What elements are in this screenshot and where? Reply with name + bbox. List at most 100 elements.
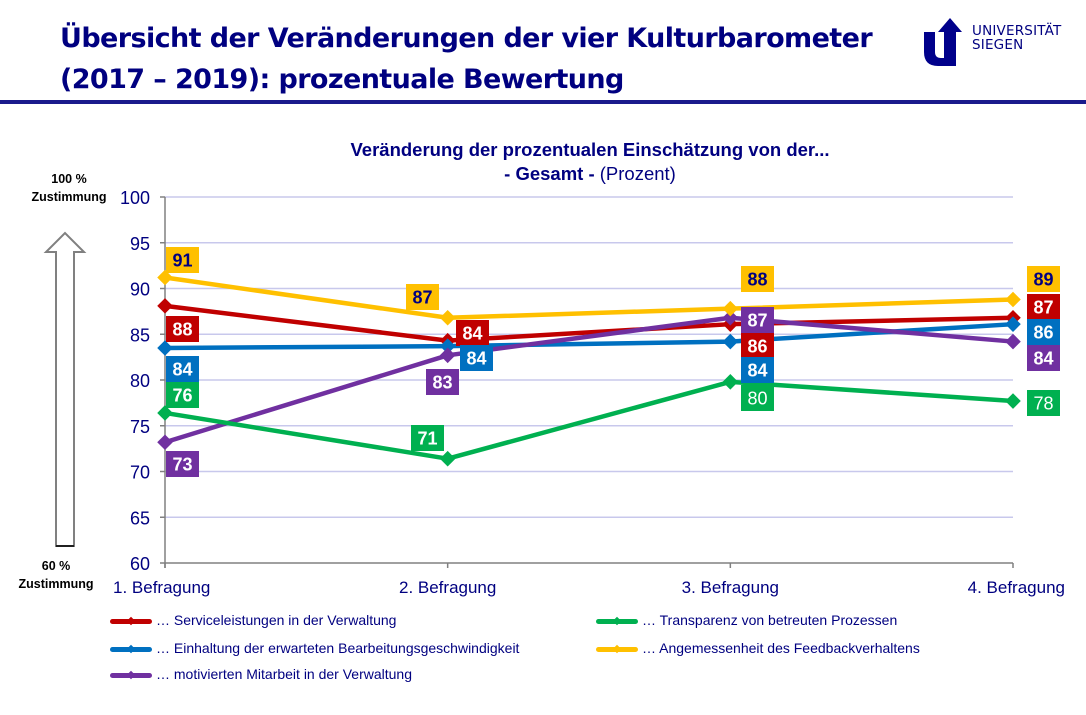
data-label-text: 86: [1033, 323, 1053, 343]
university-logo-text: UNIVERSITÄT SIEGEN: [972, 24, 1062, 52]
data-label: 88: [741, 266, 774, 292]
data-point-marker: [1005, 393, 1021, 409]
slide-title-line1: Übersicht der Veränderungen der vier Kul…: [60, 23, 873, 54]
data-label-box: [166, 316, 199, 342]
data-label-box: [1027, 345, 1060, 371]
data-point-marker: [439, 347, 456, 364]
data-label-box: [741, 333, 774, 359]
y-tick-label: 75: [130, 417, 150, 437]
data-label-text: 84: [747, 361, 767, 381]
data-label: 73: [166, 451, 199, 477]
series-line: [164, 315, 1014, 445]
data-label-box: [411, 425, 444, 451]
agreement-arrow-icon: [43, 231, 87, 547]
x-tick-label: 1. Befragung: [113, 578, 210, 597]
legend-label: … Transparenz von betreuten Prozessen: [642, 612, 898, 628]
data-label: 84: [456, 320, 489, 346]
legend-label: … Angemessenheit des Feedbackverhaltens: [642, 640, 920, 656]
data-label: 71: [411, 425, 444, 451]
series-group: [157, 269, 1021, 467]
chart-title: Veränderung der prozentualen Einschätzun…: [240, 138, 940, 186]
legend-item: … Einhaltung der erwarteten Bearbeitungs…: [110, 638, 519, 658]
data-point-marker: [439, 310, 456, 326]
data-label: 91: [166, 247, 199, 273]
data-label: 84: [460, 345, 493, 371]
data-label-text: 84: [172, 360, 192, 380]
series-line: [164, 379, 1014, 461]
data-label-text: 91: [172, 251, 192, 271]
data-label: 76: [166, 382, 199, 408]
legend-item: … motivierten Mitarbeit in der Verwaltun…: [110, 664, 412, 684]
data-label-text: 87: [747, 311, 767, 331]
data-label: 86: [741, 333, 774, 359]
x-tick-label: 2. Befragung: [399, 578, 496, 597]
data-label-box: [166, 451, 199, 477]
bottom-agreement-percent: 60 %: [41, 559, 71, 573]
legend-swatch-icon: [110, 665, 152, 685]
data-point-marker: [157, 340, 173, 356]
slide-title-line2: (2017 – 2019): prozentuale Bewertung: [60, 64, 624, 95]
y-tick-label: 95: [130, 234, 150, 254]
data-label: 86: [1027, 319, 1060, 345]
data-label-box: [460, 345, 493, 371]
y-tick-label: 65: [130, 508, 150, 528]
legend-swatch-icon: [596, 611, 638, 631]
data-label-box: [1027, 319, 1060, 345]
university-logo-icon: [924, 18, 962, 66]
data-label: 84: [1027, 345, 1060, 371]
y-tick-label: 80: [130, 371, 150, 391]
data-label: 83: [426, 369, 459, 395]
data-label: 88: [166, 316, 199, 342]
data-label-box: [1027, 266, 1060, 292]
top-agreement-label: 100 % Zustimmung: [14, 170, 124, 206]
data-point-marker: [157, 405, 173, 421]
slide-title: Übersicht der Veränderungen der vier Kul…: [60, 18, 920, 100]
data-label-text: 73: [172, 455, 192, 475]
legend-item: … Angemessenheit des Feedbackverhaltens: [596, 638, 920, 658]
data-label-text: 76: [172, 386, 192, 406]
gridlines: [165, 196, 1013, 518]
data-label: 84: [166, 356, 199, 382]
data-point-marker: [722, 333, 739, 350]
series-line: [164, 275, 1014, 321]
data-point-marker: [722, 374, 739, 390]
data-label-text: 84: [462, 324, 482, 344]
legend-label: … Einhaltung der erwarteten Bearbeitungs…: [156, 640, 520, 656]
data-point-marker: [439, 450, 456, 467]
data-label-box: [741, 307, 774, 333]
data-label: 80: [741, 385, 774, 411]
data-label-text: 83: [432, 373, 452, 393]
data-label-text: 78: [1033, 394, 1053, 414]
data-label: 84: [741, 357, 774, 383]
data-label-text: 88: [747, 270, 767, 290]
legend-label: … Serviceleistungen in der Verwaltung: [156, 612, 397, 628]
data-label-text: 84: [1033, 349, 1053, 369]
data-point-marker: [1005, 291, 1021, 308]
y-tick-label: 70: [130, 463, 150, 483]
data-label-text: 89: [1033, 270, 1053, 290]
chart-title-line1: Veränderung der prozentualen Einschätzun…: [350, 139, 830, 160]
legend-swatch-icon: [596, 639, 638, 659]
data-label-box: [741, 385, 774, 411]
data-label-text: 86: [747, 337, 767, 357]
x-tick-label: 3. Befragung: [682, 578, 779, 597]
data-label-box: [166, 247, 199, 273]
title-divider: [0, 100, 1086, 104]
data-label-box: [1027, 390, 1060, 416]
data-label-text: 87: [412, 288, 432, 308]
data-label: 89: [1027, 266, 1060, 292]
legend-item: … Transparenz von betreuten Prozessen: [596, 610, 897, 630]
data-label-box: [406, 284, 439, 310]
legend-swatch-icon: [110, 611, 152, 631]
axes: 60 65 70 75 80 85 90 95 100 1. Befragung 2. Befrag…: [113, 188, 1065, 597]
data-label-text: 87: [1033, 298, 1053, 318]
data-label: 78: [1027, 390, 1060, 416]
data-label-text: 71: [417, 429, 437, 449]
data-label-box: [426, 369, 459, 395]
series-line: [164, 303, 1014, 343]
data-label-text: 88: [172, 320, 192, 340]
y-tick-label: 90: [130, 280, 150, 300]
legend-item: … Serviceleistungen in der Verwaltung: [110, 610, 396, 630]
legend-swatch-icon: [110, 639, 152, 659]
